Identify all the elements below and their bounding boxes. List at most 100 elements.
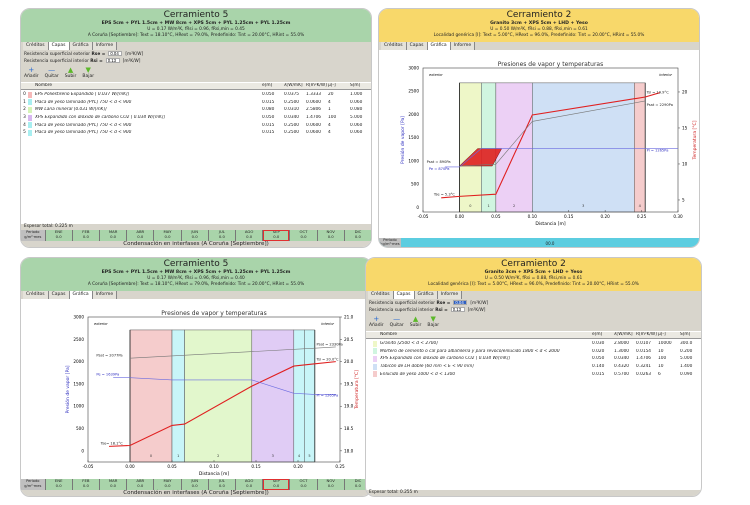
table-row[interactable]: 1 Placa de yeso laminado [PYL] 750 < d < … [21, 99, 371, 107]
cell-e: 0.050 [592, 356, 605, 362]
month-cell-sep[interactable]: SEP 0.0 [263, 229, 290, 241]
x-tick-label: 0.05 [491, 214, 501, 219]
month-cell-ene[interactable]: ENE 0.0 [45, 478, 72, 490]
add-layer-button[interactable]: + Añadir [369, 315, 384, 329]
rse-input[interactable] [453, 300, 468, 305]
month-cell-ago[interactable]: AGO 0.0 [236, 478, 263, 490]
tab-grafica[interactable]: Gráfica [69, 42, 93, 50]
tab-capas[interactable]: Capas [406, 42, 428, 50]
month-cell-jun[interactable]: JUN 0.0 [181, 229, 208, 241]
x-tick-label: -0.05 [418, 214, 429, 219]
table-row[interactable]: 3 XPS Expandido con dióxido de carbono CO… [21, 114, 371, 122]
layer-number: 4 [639, 204, 642, 208]
tab-informe[interactable]: Informe [437, 291, 463, 299]
table-row[interactable]: Tabicón de LH doble [60 mm < E < 90 mm] 0… [366, 363, 701, 371]
month-cell-abr[interactable]: ABR 0.0 [127, 229, 154, 241]
month-cell-may[interactable]: MAY 0.0 [154, 229, 181, 241]
cell-mu: 4 [328, 99, 331, 105]
climate-info: A Coruña [Septiembre]: Text = 18.10°C, H… [87, 282, 305, 287]
add-layer-button[interactable]: + Añadir [24, 66, 39, 80]
button-label: Quitar [389, 323, 404, 328]
month-cell-oct[interactable]: OCT 0.0 [290, 478, 317, 490]
down-layer-button[interactable]: ▼ Bajar [427, 315, 439, 329]
table-row[interactable]: 0 EPS Poliestireno Expandido [ 0.037 W/[m… [21, 91, 371, 99]
column-header[interactable]: μ[-] [328, 83, 336, 88]
month-cell-feb[interactable]: FEB 0.0 [72, 478, 99, 490]
table-row[interactable]: XPS Expandido con dióxido de carbono CO2… [366, 355, 701, 363]
month-cell-mar[interactable]: MAR 0.0 [99, 478, 127, 490]
y2-tick-label: 20 [682, 89, 688, 94]
layer-number: 3 [582, 204, 584, 208]
down-layer-button[interactable]: ▼ Bajar [82, 66, 94, 80]
table-row[interactable]: Mortero de cemento o cal para albañilerí… [366, 348, 701, 356]
month-cell-feb[interactable]: FEB 0.0 [72, 229, 99, 241]
up-layer-button[interactable]: ▲ Subir [410, 315, 422, 329]
tab-informe[interactable]: Informe [450, 42, 476, 50]
tab-bar: Créditos Capas Gráfica Informe [366, 291, 701, 299]
tab-capas[interactable]: Capas [393, 291, 415, 299]
month-cell-dic[interactable]: DIC 0.0 [344, 478, 371, 490]
rse-input[interactable] [108, 51, 123, 56]
condensation-caption: Condensación en interfases (A Coruña [Se… [21, 241, 371, 247]
month-name: AGO [244, 478, 254, 483]
column-header[interactable]: R[m²K/W] [636, 332, 657, 337]
up-layer-button[interactable]: ▲ Subir [65, 66, 77, 80]
column-header[interactable]: λ[W/mK] [614, 332, 633, 337]
month-cell-may[interactable]: MAY 0.0 [154, 478, 181, 490]
button-label: Bajar [82, 74, 95, 79]
table-row[interactable]: Enlucido de yeso 1000 < d < 1300 0.015 0.5… [366, 370, 701, 378]
month-cell-jun[interactable]: JUN 0.0 [181, 478, 208, 490]
table-row[interactable]: 2 MW Lana mineral [0.031 W/[mK]] 0.080 0.03… [21, 106, 371, 114]
column-header[interactable]: R[m²K/W] [306, 83, 327, 88]
month-cell-abr[interactable]: ABR 0.0 [127, 478, 154, 490]
table-row[interactable]: 5 Placa de yeso laminado [PYL] 750 < d < … [21, 129, 371, 137]
tab-informe[interactable]: Informe [92, 291, 118, 299]
month-name: AGO [244, 229, 254, 234]
column-header[interactable]: Nombre [35, 83, 53, 88]
column-header[interactable]: μ[-] [658, 332, 666, 337]
tab-creditos[interactable]: Créditos [368, 291, 394, 299]
month-cell-mar[interactable]: MAR 0.0 [99, 229, 127, 241]
cell-e: 0.080 [262, 107, 275, 113]
tab-grafica[interactable]: Gráfica [69, 291, 93, 299]
month-name: FEB [82, 229, 90, 234]
month-cell-ago[interactable]: AGO 0.0 [236, 229, 263, 241]
month-name: JUL [218, 478, 225, 483]
tab-grafica[interactable]: Gráfica [427, 42, 451, 50]
month-cell-sep[interactable]: SEP 0.0 [263, 478, 290, 490]
month-cell-nov[interactable]: NOV 0.0 [317, 478, 344, 490]
tab-grafica[interactable]: Gráfica [414, 291, 438, 299]
rsi-units: [m²K/W] [122, 59, 141, 64]
column-header[interactable]: Nombre [380, 332, 398, 337]
column-header[interactable]: e[m] [592, 332, 603, 337]
rsi-input[interactable] [105, 58, 120, 63]
x-tick-label: 0.00 [455, 214, 465, 219]
tab-creditos[interactable]: Créditos [23, 291, 49, 299]
tab-informe[interactable]: Informe [92, 42, 118, 50]
table-row[interactable]: Granito [2500 < d < 2700] 0.030 2.8000 0.01… [366, 340, 701, 348]
annotation-label: Pe = 870Pa [429, 167, 450, 171]
column-header[interactable]: λ[W/mK] [284, 83, 303, 88]
month-cell-jul[interactable]: JUL 0.0 [208, 478, 235, 490]
remove-layer-button[interactable]: — Quitar [45, 66, 59, 80]
period-value[interactable]: 00.0 [545, 241, 555, 246]
month-cell-jul[interactable]: JUL 0.0 [208, 229, 235, 241]
month-cell-dic[interactable]: DIC 0.0 [344, 229, 371, 241]
tab-creditos[interactable]: Créditos [381, 42, 407, 50]
column-header[interactable]: S[m] [350, 83, 361, 88]
cell-s: 0.060 [350, 99, 363, 105]
tab-capas[interactable]: Capas [48, 291, 70, 299]
exterior-label: exterior [429, 73, 443, 77]
month-cell-nov[interactable]: NOV 0.0 [317, 229, 344, 241]
annotation-label: Tsi = 19.9°C [646, 90, 670, 94]
table-row[interactable]: 4 Placa de yeso laminado [PYL] 750 < d < … [21, 121, 371, 129]
month-cell-ene[interactable]: ENE 0.0 [45, 229, 72, 241]
column-header[interactable]: e[m] [262, 83, 273, 88]
month-cell-oct[interactable]: OCT 0.0 [290, 229, 317, 241]
rsi-input[interactable] [450, 307, 465, 312]
rsi-label: Resistencia superficial interior [24, 59, 89, 64]
column-header[interactable]: S[m] [680, 332, 691, 337]
tab-capas[interactable]: Capas [48, 42, 70, 50]
tab-creditos[interactable]: Créditos [23, 42, 49, 50]
remove-layer-button[interactable]: — Quitar [390, 315, 404, 329]
